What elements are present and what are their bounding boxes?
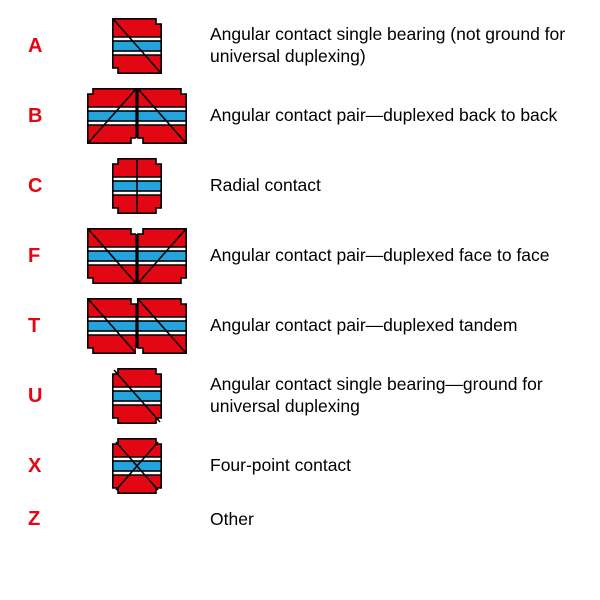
bearing-description: Angular contact pair—duplexed back to ba… (210, 105, 557, 125)
legend-row: B Angular contact pair—duplexed back to b… (28, 88, 572, 144)
legend-row: F Angular contact pair—duplexed face to f… (28, 228, 572, 284)
bearing-description: Four-point contact (210, 455, 351, 475)
bearing-description: Angular contact pair—duplexed tandem (210, 315, 517, 335)
bearing-code: F (28, 245, 40, 267)
bearing-code: A (28, 35, 42, 57)
bearing-icon (72, 438, 202, 494)
legend-row: C Radial contact (28, 158, 572, 214)
bearing-description: Other (210, 509, 254, 529)
legend-row: Z Other (28, 508, 572, 531)
bearing-code: T (28, 315, 40, 337)
bearing-icon (72, 18, 202, 74)
bearing-code: U (28, 385, 42, 407)
bearing-icon (72, 158, 202, 214)
bearing-code: B (28, 105, 42, 127)
bearing-description: Radial contact (210, 175, 321, 195)
bearing-icon (72, 298, 202, 354)
bearing-description: Angular contact single bearing (not grou… (210, 24, 565, 66)
bearing-description: Angular contact pair—duplexed face to fa… (210, 245, 550, 265)
legend-row: T Angular contact pair—duplexed tandem (28, 298, 572, 354)
legend-row: U Angular contact single bearing—ground f… (28, 368, 572, 424)
bearing-code: C (28, 175, 42, 197)
bearing-code: Z (28, 508, 40, 530)
bearing-icon (72, 368, 202, 424)
bearing-icon (72, 228, 202, 284)
legend-row: A Angular contact single bearing (not gro… (28, 18, 572, 74)
bearing-code: X (28, 455, 41, 477)
bearing-description: Angular contact single bearing—ground fo… (210, 374, 543, 416)
bearing-icon (72, 88, 202, 144)
legend-row: X Four-point contact (28, 438, 572, 494)
